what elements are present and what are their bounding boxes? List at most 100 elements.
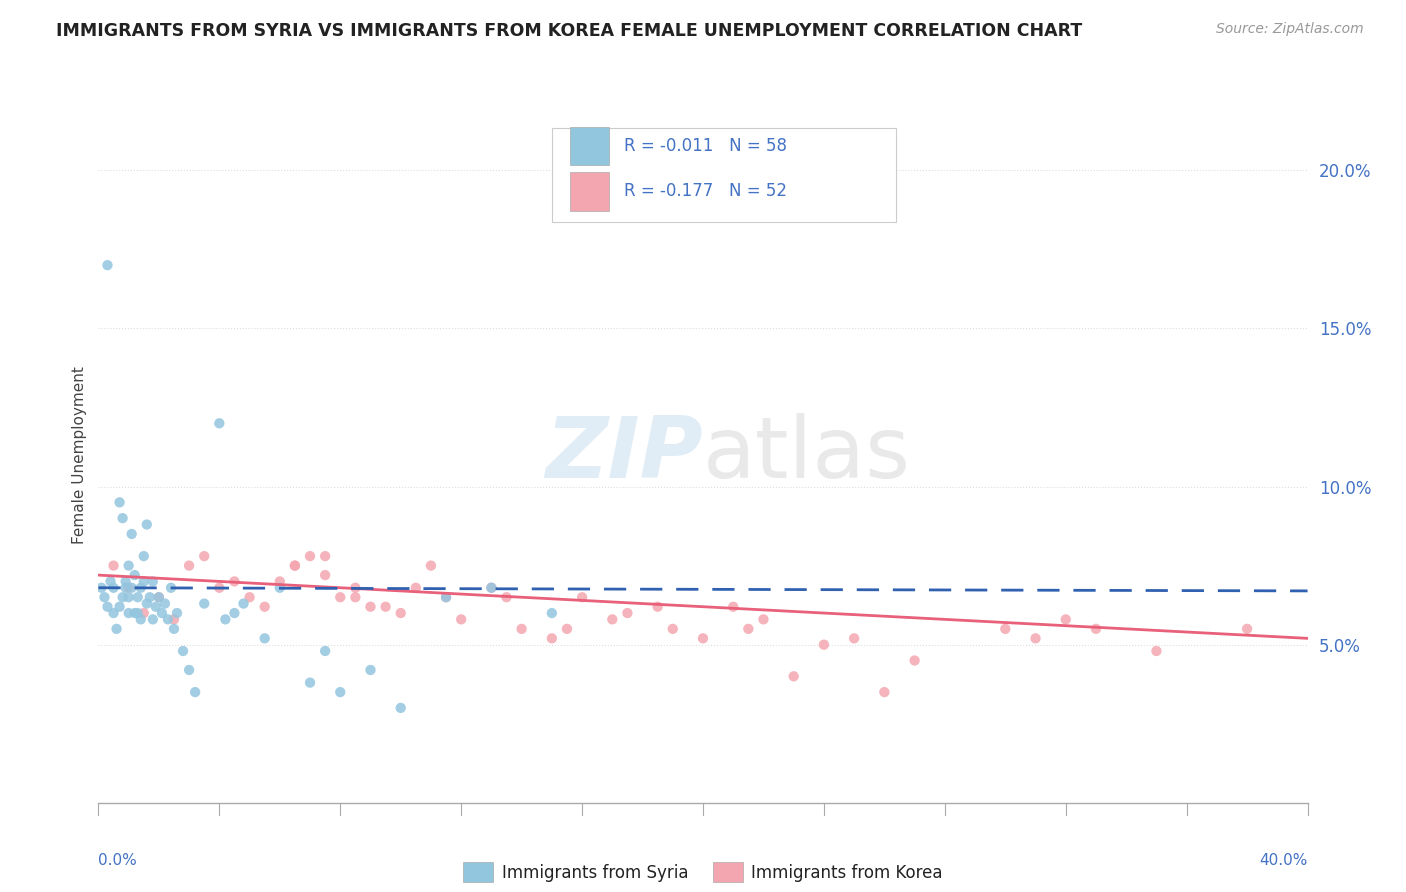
- Point: [647, 599, 669, 614]
- Point: [121, 527, 143, 541]
- Point: [135, 597, 157, 611]
- Point: [844, 632, 866, 646]
- Point: [129, 612, 152, 626]
- Point: [692, 632, 714, 646]
- Point: [1024, 632, 1046, 646]
- Point: [160, 581, 183, 595]
- Point: [150, 606, 173, 620]
- Point: [253, 632, 276, 646]
- Point: [156, 612, 179, 626]
- Point: [103, 606, 125, 620]
- Point: [873, 685, 896, 699]
- Point: [148, 591, 170, 605]
- Point: [314, 568, 336, 582]
- Point: [360, 599, 382, 614]
- Point: [389, 606, 412, 620]
- Point: [132, 574, 155, 589]
- Point: [374, 599, 396, 614]
- Point: [103, 581, 125, 595]
- Point: [994, 622, 1017, 636]
- Point: [124, 568, 146, 582]
- Point: [737, 622, 759, 636]
- Point: [813, 638, 835, 652]
- Point: [179, 663, 201, 677]
- Point: [662, 622, 685, 636]
- Point: [118, 558, 141, 573]
- Point: [1144, 644, 1167, 658]
- Point: [129, 581, 152, 595]
- Text: 40.0%: 40.0%: [1260, 854, 1308, 869]
- Point: [450, 612, 472, 626]
- Point: [193, 549, 215, 563]
- Point: [269, 574, 291, 589]
- Point: [166, 606, 188, 620]
- Point: [118, 581, 141, 595]
- Point: [145, 599, 167, 614]
- Point: [224, 574, 246, 589]
- Point: [434, 591, 457, 605]
- Point: [344, 591, 367, 605]
- Point: [103, 558, 125, 573]
- Point: [118, 606, 141, 620]
- Point: [179, 558, 201, 573]
- Point: [571, 591, 593, 605]
- Point: [193, 597, 215, 611]
- Point: [555, 622, 578, 636]
- Text: atlas: atlas: [703, 413, 911, 497]
- Point: [100, 574, 122, 589]
- Point: [904, 653, 927, 667]
- Point: [142, 612, 165, 626]
- Point: [96, 258, 118, 272]
- FancyBboxPatch shape: [553, 128, 897, 222]
- Point: [208, 581, 231, 595]
- Point: [239, 591, 262, 605]
- Point: [360, 663, 382, 677]
- Point: [723, 599, 745, 614]
- Point: [232, 597, 254, 611]
- Point: [481, 581, 503, 595]
- Point: [344, 581, 367, 595]
- Point: [142, 574, 165, 589]
- Point: [389, 701, 412, 715]
- Point: [148, 591, 170, 605]
- Point: [1236, 622, 1258, 636]
- Text: R = -0.177   N = 52: R = -0.177 N = 52: [624, 183, 787, 201]
- Point: [510, 622, 533, 636]
- Point: [434, 591, 457, 605]
- Point: [420, 558, 443, 573]
- Point: [132, 606, 155, 620]
- Point: [224, 606, 246, 620]
- Point: [1054, 612, 1077, 626]
- Point: [329, 685, 352, 699]
- Point: [284, 558, 307, 573]
- Point: [135, 517, 157, 532]
- Point: [163, 612, 186, 626]
- Point: [114, 574, 136, 589]
- Point: [616, 606, 638, 620]
- Point: [284, 558, 307, 573]
- Point: [184, 685, 207, 699]
- Bar: [569, 172, 609, 211]
- Text: 0.0%: 0.0%: [98, 854, 138, 869]
- Text: ZIP: ZIP: [546, 413, 703, 497]
- Text: IMMIGRANTS FROM SYRIA VS IMMIGRANTS FROM KOREA FEMALE UNEMPLOYMENT CORRELATION C: IMMIGRANTS FROM SYRIA VS IMMIGRANTS FROM…: [56, 22, 1083, 40]
- Point: [108, 599, 131, 614]
- Point: [269, 581, 291, 595]
- Point: [314, 644, 336, 658]
- Point: [124, 606, 146, 620]
- Point: [540, 632, 562, 646]
- Point: [314, 549, 336, 563]
- Point: [208, 417, 231, 431]
- Point: [299, 675, 322, 690]
- Point: [481, 581, 503, 595]
- Point: [299, 549, 322, 563]
- Text: R = -0.011   N = 58: R = -0.011 N = 58: [624, 137, 787, 155]
- Legend: Immigrants from Syria, Immigrants from Korea: Immigrants from Syria, Immigrants from K…: [457, 855, 949, 888]
- Point: [90, 581, 112, 595]
- Point: [214, 612, 236, 626]
- Point: [752, 612, 775, 626]
- Y-axis label: Female Unemployment: Female Unemployment: [72, 366, 87, 544]
- Text: Source: ZipAtlas.com: Source: ZipAtlas.com: [1216, 22, 1364, 37]
- Point: [96, 599, 118, 614]
- Point: [118, 591, 141, 605]
